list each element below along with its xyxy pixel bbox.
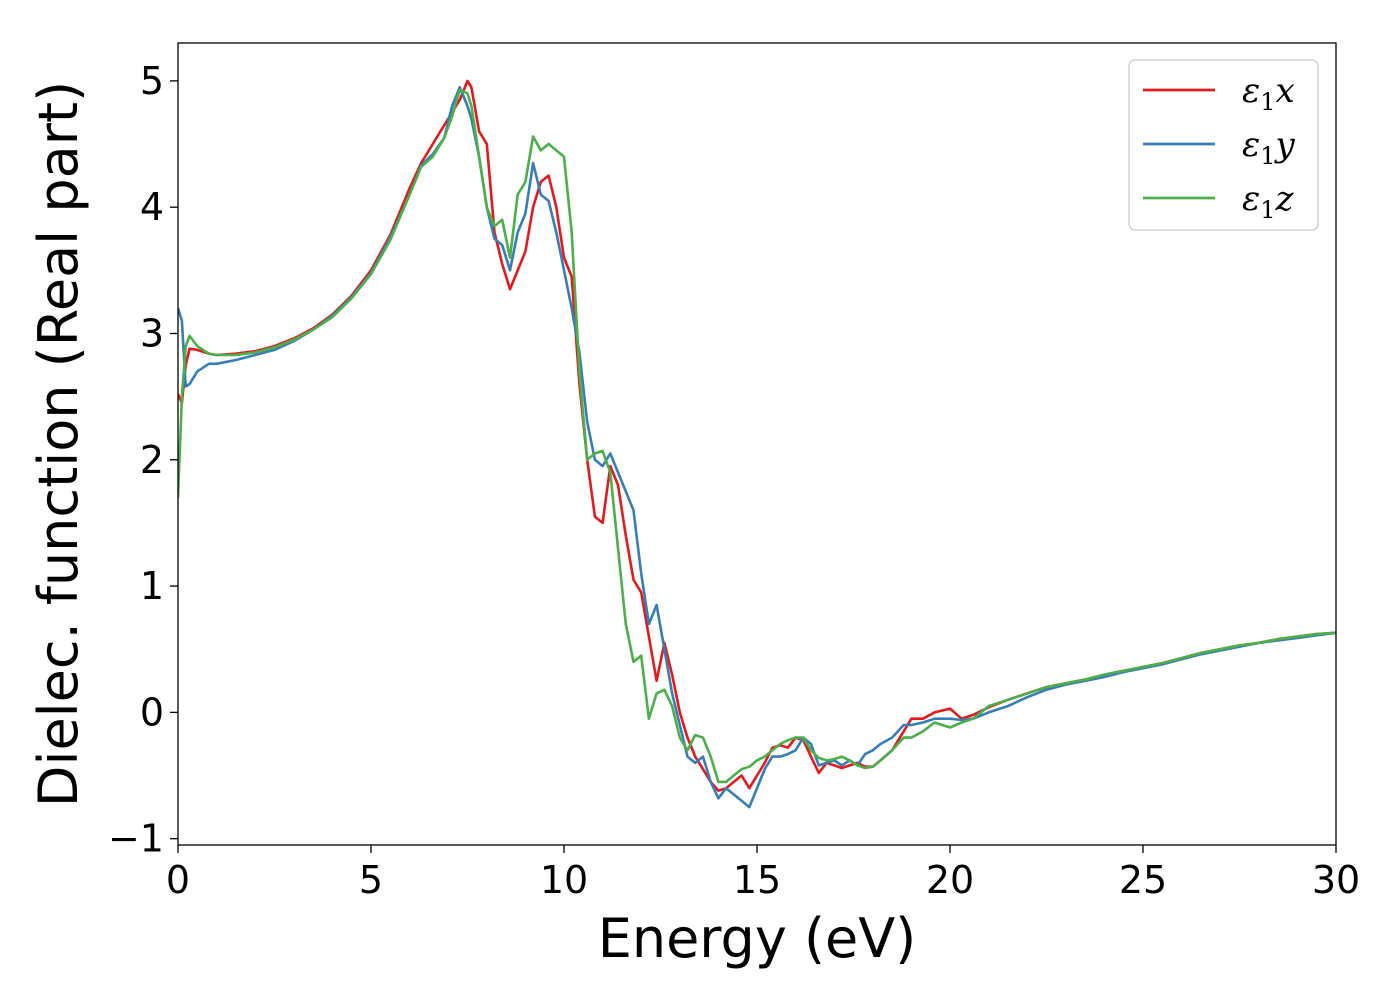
- y-tick-label: 0: [140, 690, 164, 734]
- y-tick-label: 4: [140, 185, 164, 229]
- legend-label-x: ε1x: [1242, 71, 1295, 116]
- series-lines: [178, 79, 1336, 809]
- y-axis-label: Dielec. function (Real part): [27, 81, 90, 807]
- x-tick-label: 30: [1312, 858, 1360, 902]
- x-axis-label: Energy (eV): [598, 907, 917, 970]
- y-tick-label: 2: [140, 438, 164, 482]
- legend: ε1x ε1y ε1z: [1128, 59, 1319, 231]
- x-axis-ticks: 0 5 10 15 20 25 30: [166, 845, 1360, 902]
- y-tick-label: 5: [140, 59, 164, 103]
- y-tick-label: −1: [108, 817, 164, 861]
- legend-label-y: ε1y: [1242, 125, 1296, 170]
- y-tick-label: 3: [140, 311, 164, 355]
- series-line-z: [178, 88, 1336, 784]
- x-tick-label: 25: [1119, 858, 1167, 902]
- x-tick-label: 0: [166, 858, 190, 902]
- x-tick-label: 10: [540, 858, 588, 902]
- legend-box: [1128, 59, 1319, 231]
- legend-label-z: ε1z: [1242, 179, 1295, 224]
- x-tick-label: 20: [926, 858, 974, 902]
- x-tick-label: 5: [359, 858, 383, 902]
- x-tick-label: 15: [733, 858, 781, 902]
- y-axis-ticks: −1 0 1 2 3 4 5: [108, 59, 178, 861]
- y-tick-label: 1: [140, 564, 164, 608]
